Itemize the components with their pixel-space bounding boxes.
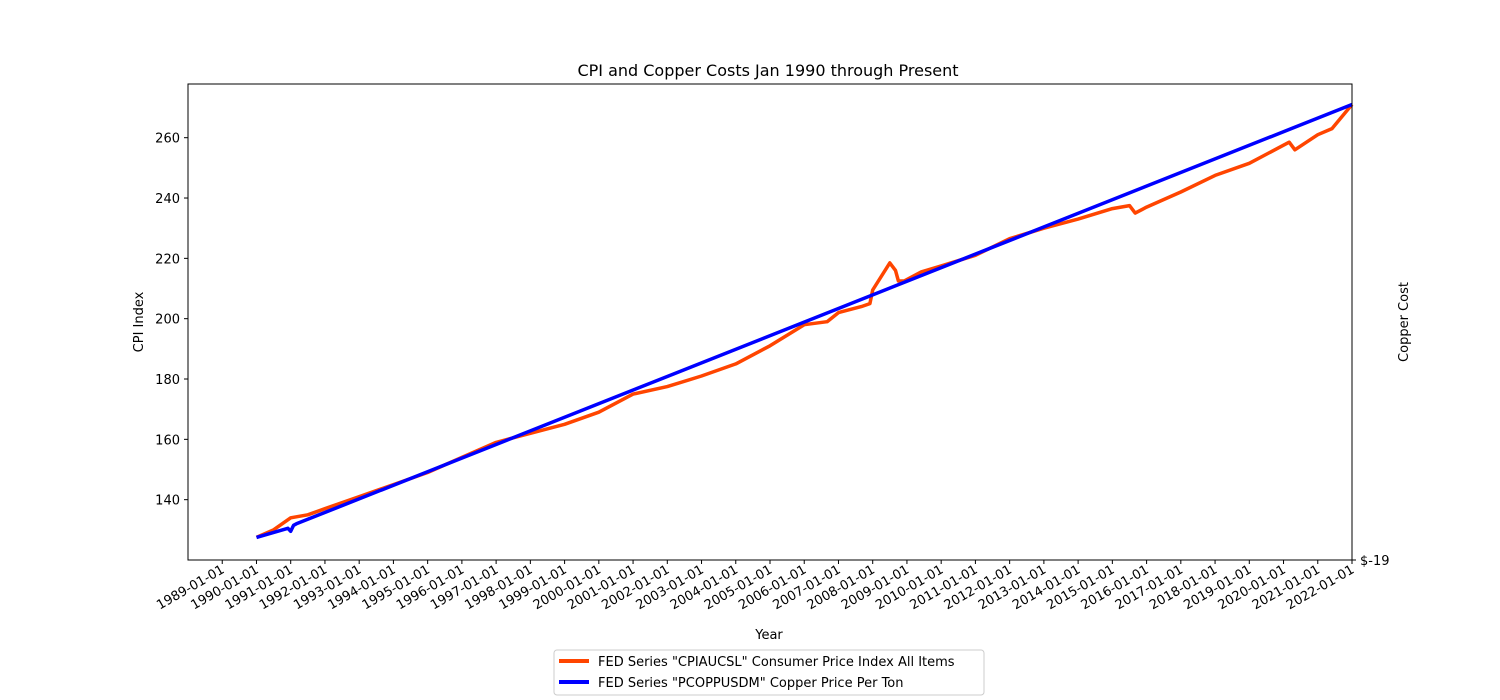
y-tick-label: 240 [155, 192, 180, 207]
legend: FED Series "CPIAUCSL" Consumer Price Ind… [553, 649, 985, 696]
y-axis-label: CPI Index [132, 291, 147, 352]
y-right-tick-label: $-19 [1360, 554, 1390, 569]
legend-label-copper: FED Series "PCOPPUSDM" Copper Price Per … [598, 676, 904, 691]
y-tick-label: 160 [155, 433, 180, 448]
x-axis-label: Year [754, 628, 783, 643]
series-layer [255, 102, 1354, 540]
y-tick-label: 180 [155, 373, 180, 388]
series-line-copper [256, 102, 1353, 540]
legend-box [553, 649, 985, 696]
y-tick-label: 140 [155, 494, 180, 509]
y-tick-label: 260 [155, 132, 180, 147]
y-tick-label: 220 [155, 252, 180, 267]
y-tick-label: 200 [155, 313, 180, 328]
y-axis-right: $-19 [1352, 554, 1390, 569]
y-axis-right-label: Copper Cost [1397, 282, 1412, 362]
chart-title: CPI and Copper Costs Jan 1990 through Pr… [577, 61, 958, 80]
legend-label-cpi: FED Series "CPIAUCSL" Consumer Price Ind… [598, 655, 955, 670]
plot-area-frame [187, 83, 1353, 561]
y-axis: 140 160 180 200 220 240 260 [155, 132, 188, 509]
x-axis: 1989-01-011990-01-011991-01-011992-01-01… [154, 560, 1357, 613]
